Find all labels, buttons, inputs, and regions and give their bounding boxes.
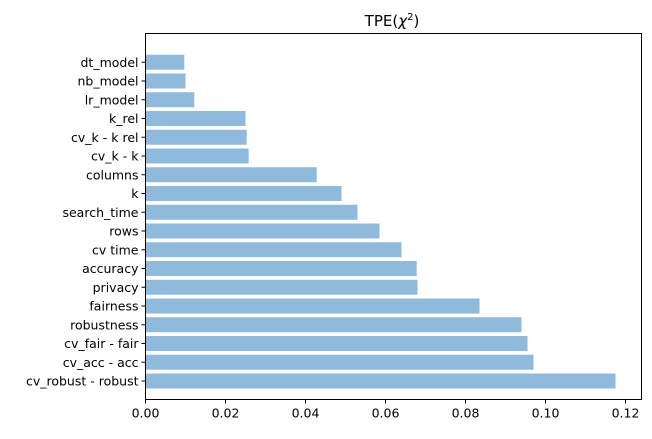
x-tick-label: 0.00: [132, 406, 160, 421]
bar: [145, 242, 402, 258]
x-tick-label: 0.04: [292, 406, 320, 421]
bar: [145, 92, 195, 108]
bar: [145, 317, 522, 333]
y-tick-label: accuracy: [82, 261, 139, 276]
bar: [145, 223, 380, 239]
bar: [145, 167, 317, 183]
bar: [145, 129, 247, 145]
chart-title: TPE(χ2): [364, 12, 420, 30]
y-tick-label: cv time: [92, 242, 139, 257]
y-tick-label: cv_fair - fair: [64, 336, 139, 351]
x-tick-label: 0.02: [212, 406, 240, 421]
bar: [145, 261, 417, 276]
y-tick-label: search_time: [62, 205, 138, 220]
x-tick-label: 0.06: [372, 406, 400, 421]
plot-frame: [145, 33, 642, 400]
y-tick-label: k: [131, 186, 139, 201]
x-tick-label: 0.10: [532, 406, 560, 421]
bar: [145, 336, 528, 351]
y-tick-label: fairness: [89, 299, 138, 314]
bar: [145, 148, 249, 164]
y-tick-label: privacy: [93, 280, 139, 295]
y-tick-label: k_rel: [109, 111, 139, 126]
y-tick-label: rows: [109, 224, 138, 239]
bar: [145, 73, 186, 89]
y-tick-label: lr_model: [85, 92, 139, 107]
y-tick-label: nb_model: [77, 74, 138, 89]
x-axis-ticks: 0.00 0.02 0.04 0.06 0.08 0.10 0.12: [132, 399, 640, 421]
bars-group: [145, 54, 616, 389]
bar: [145, 279, 418, 295]
y-tick-label: cv_acc - acc: [63, 355, 139, 370]
bar: [145, 186, 342, 201]
bar: [145, 373, 616, 389]
y-tick-label: cv_k - k: [91, 149, 139, 164]
bar: [145, 111, 246, 126]
y-tick-label: dt_model: [80, 55, 138, 70]
bar: [145, 298, 480, 314]
bar: [145, 54, 185, 70]
y-tick-label: robustness: [70, 317, 138, 332]
y-tick-label: cv_k - k rel: [71, 130, 138, 145]
x-tick-label: 0.12: [612, 406, 640, 421]
y-tick-label: cv_robust - robust: [26, 374, 139, 389]
x-tick-label: 0.08: [452, 406, 480, 421]
bar: [145, 204, 358, 220]
bar: [145, 354, 534, 370]
y-tick-label: columns: [86, 167, 139, 182]
y-axis-ticks: cv_robust - robust cv_acc - acc cv_fair - …: [26, 55, 146, 389]
